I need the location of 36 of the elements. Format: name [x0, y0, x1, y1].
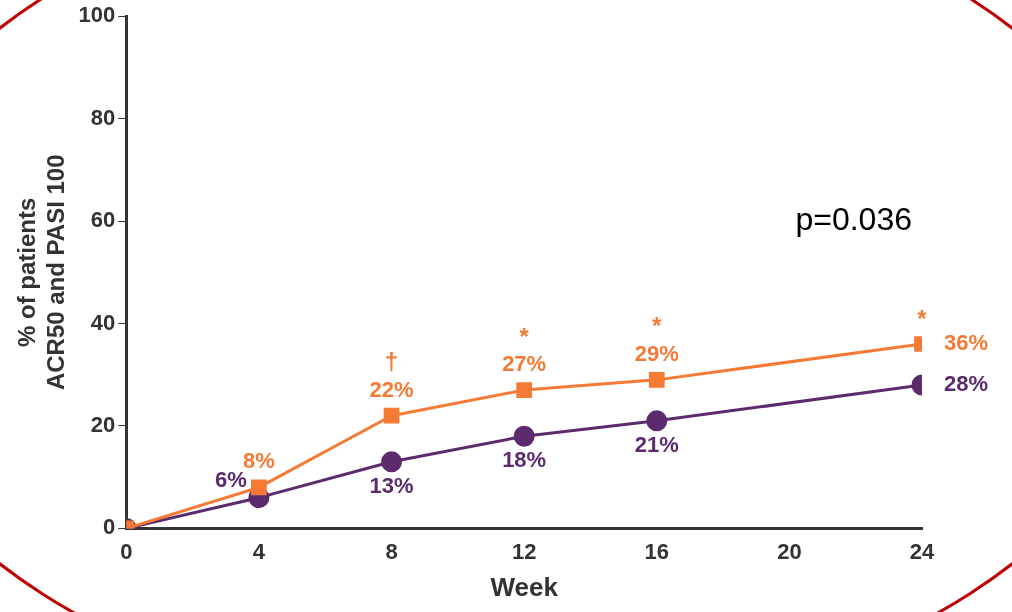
x-tick-label: 8 — [385, 538, 398, 564]
x-tick-label: 12 — [511, 538, 537, 564]
y-tick-label: 100 — [78, 2, 116, 28]
point — [381, 451, 403, 473]
point — [251, 479, 267, 496]
point — [513, 425, 535, 447]
point — [383, 407, 400, 424]
y-tick-label: 60 — [90, 207, 116, 233]
data-label: 27% — [502, 351, 547, 377]
data-label: 21% — [634, 431, 679, 457]
y-tick-label: 80 — [90, 104, 116, 130]
data-label: 22% — [369, 376, 414, 402]
annotation: * — [519, 322, 530, 350]
x-tick-label: 20 — [777, 538, 802, 564]
point — [648, 372, 665, 388]
y-axis-title: % of patients ACR50 and PASI 100 — [13, 154, 69, 391]
annotation: * — [652, 312, 663, 340]
data-label: 29% — [634, 340, 679, 366]
annotation: † — [384, 348, 399, 376]
y-tick-label: 40 — [90, 309, 116, 335]
point — [646, 410, 668, 432]
x-tick-label: 16 — [644, 538, 670, 564]
data-label: 18% — [502, 447, 547, 473]
data-label: 8% — [243, 448, 275, 474]
x-tick-label: 4 — [252, 538, 266, 564]
annotation: * — [917, 304, 928, 332]
x-tick-label: 0 — [120, 538, 133, 564]
y-tick-label: 0 — [103, 514, 116, 540]
annotation: p=0.036 — [795, 200, 912, 237]
data-label: 13% — [369, 472, 414, 498]
x-tick-label: 24 — [909, 538, 935, 564]
point — [516, 382, 533, 398]
y-tick-label: 20 — [90, 412, 116, 438]
data-label: 36% — [944, 330, 989, 356]
x-axis-title: Week — [490, 571, 559, 602]
data-label: 28% — [944, 371, 989, 397]
